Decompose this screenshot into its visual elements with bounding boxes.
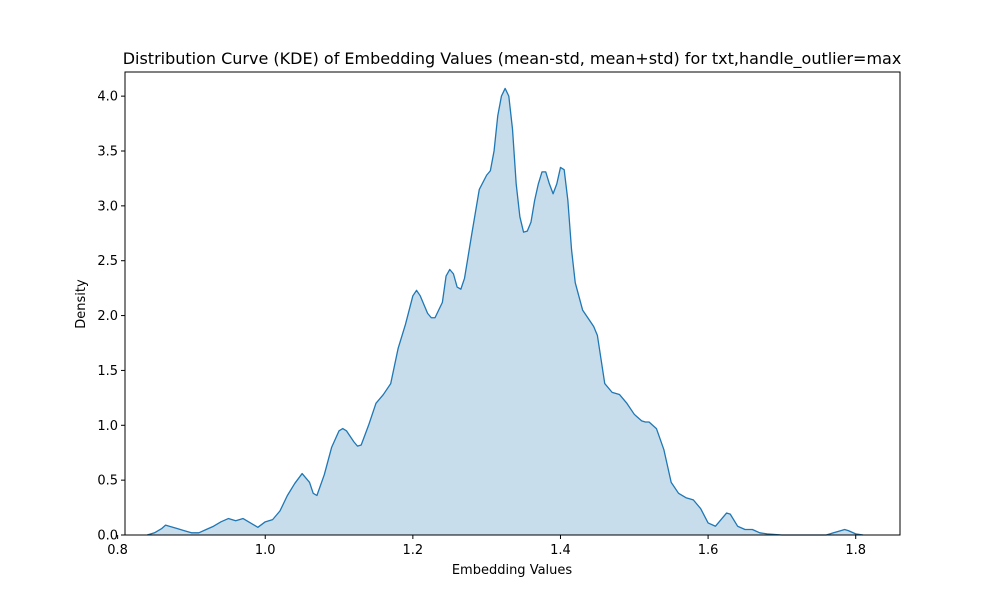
x-axis-label: Embedding Values	[452, 563, 573, 578]
y-axis-ticks: 0.0 0.5 1.0 1.5 2.0 2.5 3.0 3.5 4.0	[97, 90, 125, 544]
chart-title: Distribution Curve (KDE) of Embedding Va…	[123, 49, 902, 69]
y-tick-label: 0.0	[97, 529, 118, 544]
y-tick-label: 1.0	[97, 419, 118, 434]
y-axis-label: Density	[74, 279, 89, 329]
x-tick-label: 1.6	[698, 543, 719, 558]
x-tick-label: 1.8	[845, 543, 866, 558]
x-axis-ticks: 0.8 1.0 1.2 1.4 1.6 1.8	[107, 535, 866, 558]
y-tick-label: 1.5	[97, 364, 118, 379]
y-tick-label: 2.0	[97, 309, 118, 324]
y-tick-label: 3.5	[97, 144, 118, 159]
kde-curve-line	[146, 87, 864, 536]
x-tick-label: 1.0	[255, 543, 276, 558]
x-tick-label: 0.8	[107, 543, 128, 558]
x-tick-label: 1.4	[550, 543, 571, 558]
plot-area	[146, 87, 864, 536]
x-tick-label: 1.2	[403, 543, 424, 558]
y-tick-label: 3.0	[97, 199, 118, 214]
y-tick-label: 0.5	[97, 474, 118, 489]
axes-frame	[124, 71, 901, 536]
kde-fill-area	[147, 88, 864, 536]
y-tick-label: 2.5	[97, 254, 118, 269]
y-tick-label: 4.0	[97, 90, 118, 105]
